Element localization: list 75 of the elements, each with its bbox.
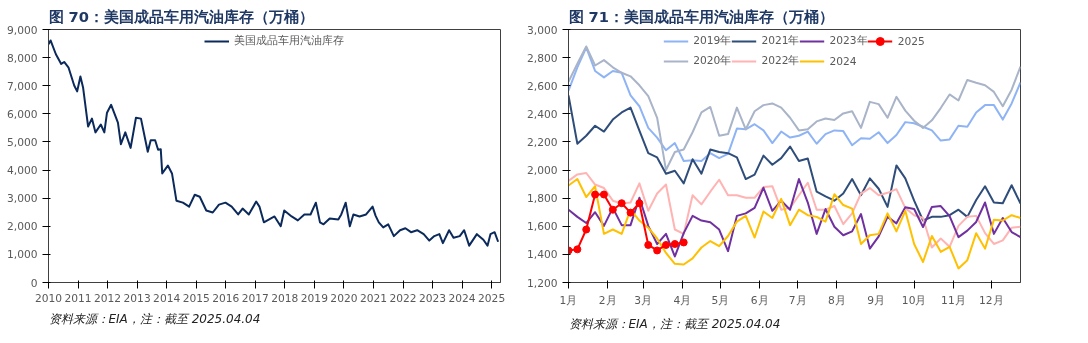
x-tick-label: 2022 [389, 291, 417, 305]
legend-label: 2024 [829, 54, 857, 68]
chart-title: 图 70：美国成品车用汽油库存（万桶） [48, 7, 314, 25]
legend-label: 2025 [897, 34, 925, 48]
x-tick-label: 2011 [64, 291, 92, 305]
point [679, 238, 688, 247]
point [635, 199, 644, 208]
y-tick-label: 3,000 [6, 192, 38, 206]
y-tick-label: 4,000 [6, 164, 38, 178]
x-tick-label: 9月 [867, 293, 886, 307]
y-tick-label: 1,800 [526, 192, 558, 206]
y-tick-label: 2,000 [526, 164, 558, 178]
y-tick-label: 1,000 [6, 248, 38, 262]
y-tick-label: 6,000 [6, 107, 38, 121]
x-tick-label: 7月 [788, 293, 807, 307]
y-tick-label: 2,000 [6, 220, 38, 234]
x-tick-label: 2025 [478, 291, 506, 305]
y-tick-label: 2,200 [526, 135, 558, 149]
x-tick-label: 2013 [123, 291, 151, 305]
x-tick-label: 8月 [828, 293, 846, 307]
x-tick-label: 2014 [153, 291, 181, 305]
legend-label: 2023年 [829, 34, 868, 48]
x-tick-label: 2012 [94, 291, 122, 305]
x-tick-label: 2024 [448, 291, 476, 305]
x-tick-label: 1月 [559, 293, 578, 307]
x-tick-label: 2015 [182, 291, 210, 305]
point [644, 240, 653, 249]
x-tick-label: 11月 [941, 293, 966, 307]
point [591, 190, 600, 199]
point [653, 246, 662, 255]
x-tick-label: 2021 [359, 291, 388, 305]
x-tick-label: 4月 [673, 293, 692, 307]
point [573, 245, 582, 254]
x-tick-label: 12月 [979, 293, 1004, 307]
x-tick-label: 10月 [901, 293, 927, 307]
text: 资料来源：EIA，注：截至 2025.04.04 [48, 311, 261, 326]
y-tick-label: 9,000 [6, 23, 38, 37]
point [661, 240, 670, 249]
x-tick-label: 2019 [300, 291, 329, 305]
point [608, 205, 617, 214]
legend-label: 美国成品车用汽油库存 [234, 34, 344, 48]
legend-label: 2020年 [693, 54, 732, 68]
point [670, 239, 679, 248]
y-tick-label: 2,600 [526, 79, 558, 93]
x-tick-label: 2018 [271, 291, 299, 305]
x-tick-label: 2023 [418, 291, 447, 305]
y-tick-label: 3,000 [526, 23, 558, 37]
y-tick-label: 0 [30, 276, 38, 290]
line-series [568, 172, 1021, 249]
point [617, 199, 626, 208]
x-tick-label: 2020 [330, 291, 358, 305]
legend-label: 2021年 [761, 34, 800, 48]
x-tick-label: 2010 [34, 291, 63, 305]
text: 资料来源：EIA，注：截至 2025.04.04 [568, 316, 781, 331]
point [582, 225, 591, 234]
x-tick-label: 6月 [750, 293, 769, 307]
y-tick-label: 8,000 [6, 51, 38, 65]
y-tick-label: 2,400 [526, 107, 558, 121]
x-tick-label: 2016 [212, 291, 240, 305]
x-tick-label: 3月 [634, 293, 653, 307]
line-series [568, 94, 1021, 222]
y-tick-label: 1,600 [526, 220, 558, 234]
legend-label: 2022年 [761, 54, 800, 68]
chart-title: 图 71：美国成品车用汽油库存（万桶） [568, 7, 834, 25]
x-tick-label: 2月 [598, 293, 617, 307]
x-tick-label: 2017 [241, 291, 269, 305]
point [599, 190, 608, 199]
point [626, 208, 635, 217]
x-tick-label: 5月 [711, 293, 730, 307]
y-tick-label: 2,800 [526, 51, 558, 65]
y-tick-label: 5,000 [6, 135, 38, 149]
y-tick-label: 1,200 [526, 276, 558, 290]
y-tick-label: 1,400 [526, 248, 558, 262]
y-tick-label: 7,000 [6, 79, 38, 93]
legend-label: 2019年 [693, 34, 732, 48]
